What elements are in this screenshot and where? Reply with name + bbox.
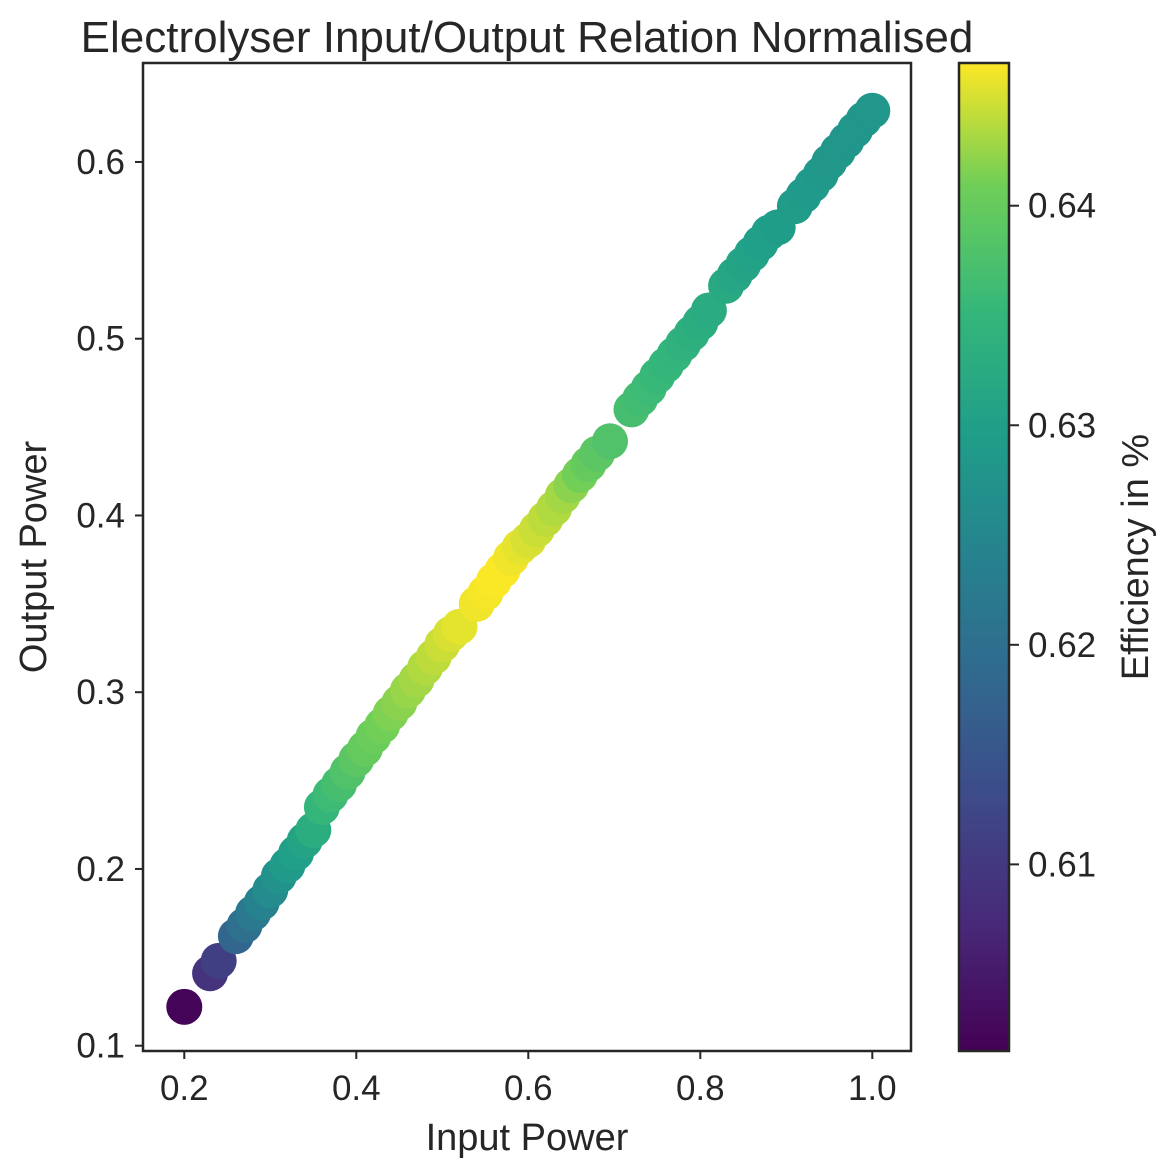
colorbar-tick-label: 0.61 bbox=[1028, 845, 1096, 884]
y-axis-ticks: 0.1 0.2 0.3 0.4 0.5 0.6 bbox=[76, 143, 143, 1066]
x-tick-label: 0.4 bbox=[332, 1069, 381, 1108]
x-tick-label: 0.8 bbox=[676, 1069, 725, 1108]
colorbar bbox=[957, 61, 1011, 1053]
chart-title: Electrolyser Input/Output Relation Norma… bbox=[81, 13, 974, 62]
colorbar-ticks: 0.61 0.62 0.63 0.64 bbox=[1009, 187, 1096, 884]
y-tick-label: 0.5 bbox=[76, 320, 125, 359]
scatter-points bbox=[166, 92, 891, 1025]
colorbar-tick-label: 0.63 bbox=[1028, 406, 1096, 445]
y-tick-label: 0.3 bbox=[76, 673, 125, 712]
plot-frame bbox=[141, 61, 913, 1053]
y-tick-label: 0.4 bbox=[76, 496, 125, 535]
colorbar-tick-label: 0.64 bbox=[1028, 187, 1096, 226]
x-axis-ticks: 0.2 0.4 0.6 0.8 1.0 bbox=[160, 1051, 897, 1108]
x-tick-label: 0.6 bbox=[504, 1069, 553, 1108]
x-axis-label: Input Power bbox=[426, 1117, 629, 1159]
data-point bbox=[854, 92, 891, 129]
x-tick-label: 0.2 bbox=[160, 1069, 209, 1108]
y-axis-label: Output Power bbox=[13, 440, 55, 673]
y-tick-label: 0.1 bbox=[76, 1027, 125, 1066]
y-tick-label: 0.6 bbox=[76, 143, 125, 182]
colorbar-label: Efficiency in % bbox=[1115, 434, 1157, 680]
data-point bbox=[166, 988, 203, 1025]
colorbar-tick-label: 0.62 bbox=[1028, 626, 1096, 665]
data-point bbox=[591, 423, 628, 460]
x-tick-label: 1.0 bbox=[848, 1069, 897, 1108]
y-tick-label: 0.2 bbox=[76, 850, 125, 889]
